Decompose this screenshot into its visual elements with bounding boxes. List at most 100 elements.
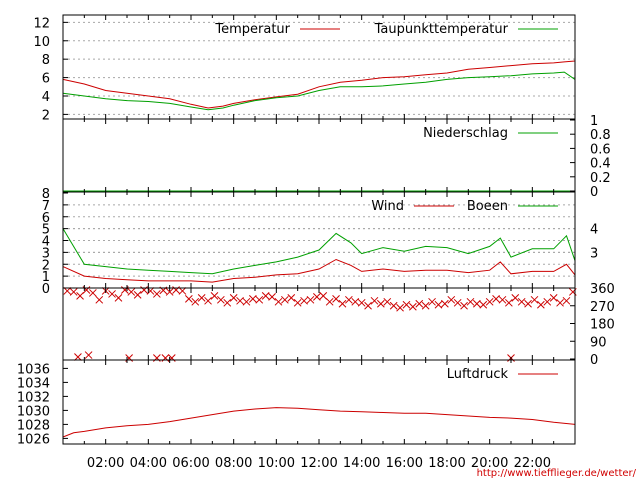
marker-x <box>370 296 379 305</box>
legend-label: Niederschlag <box>423 126 508 141</box>
scatter-point <box>89 289 97 297</box>
scatter-point <box>505 298 513 307</box>
scatter-point <box>178 287 187 295</box>
scatter-point <box>530 295 539 304</box>
marker-x <box>287 294 296 302</box>
x-tick-label: 02:00 <box>87 456 124 471</box>
marker-x <box>549 294 558 302</box>
marker-x <box>127 288 136 296</box>
scatter-point <box>261 292 270 300</box>
scatter-point <box>274 297 283 306</box>
marker-x <box>517 297 526 306</box>
marker-x <box>485 297 494 306</box>
scatter-point <box>377 299 385 308</box>
x-tick-label: 06:00 <box>172 456 209 471</box>
marker-x <box>255 295 264 304</box>
y-tick-label: 7 <box>42 199 50 214</box>
marker-x <box>562 296 571 305</box>
marker-x <box>223 298 232 307</box>
marker-x <box>466 297 475 306</box>
scatter-point <box>543 297 552 306</box>
marker-x <box>204 296 212 305</box>
y-tick-label: 3 <box>42 246 50 261</box>
marker-x <box>332 294 340 303</box>
scatter-point <box>556 298 564 307</box>
marker-x <box>434 300 443 309</box>
scatter-point <box>485 297 494 306</box>
marker-x <box>293 298 302 307</box>
marker-x <box>511 294 520 302</box>
legend-label: Luftdruck <box>447 367 509 382</box>
x-tick-label: 16:00 <box>386 456 423 471</box>
marker-x <box>178 287 187 295</box>
y-tick-label: 4 <box>42 235 50 250</box>
scatter-point <box>492 294 500 303</box>
marker-x <box>74 353 82 361</box>
scatter-point <box>69 288 78 296</box>
scatter-point <box>210 292 219 300</box>
scatter-point <box>415 299 424 308</box>
marker-x <box>185 294 193 303</box>
x-tick-label: 22:00 <box>514 456 551 471</box>
y-tick-label: 1 <box>590 114 598 129</box>
marker-x <box>453 298 462 307</box>
scatter-point <box>242 297 251 306</box>
marker-x <box>261 292 270 300</box>
series-line-wind <box>62 258 576 283</box>
x-tick-label: 04:00 <box>130 456 167 471</box>
scatter-point <box>74 353 82 361</box>
x-tick-label: 10:00 <box>258 456 295 471</box>
y-tick-label: 1028 <box>17 418 50 433</box>
y-tick-label: 0 <box>590 353 598 368</box>
marker-x <box>153 290 161 298</box>
marker-x <box>274 297 283 306</box>
scatter-point <box>402 300 411 309</box>
scatter-point <box>537 300 545 309</box>
y-tick-label: 6 <box>42 72 50 87</box>
marker-x <box>197 294 206 302</box>
y-tick-label: 0.2 <box>590 171 611 186</box>
scatter-point <box>460 301 468 310</box>
scatter-point <box>428 297 436 306</box>
marker-x <box>89 289 97 297</box>
scatter-point <box>383 297 392 306</box>
y-tick-label: 12 <box>33 16 50 31</box>
marker-x <box>108 290 116 298</box>
marker-x <box>357 298 366 307</box>
scatter-point <box>217 295 225 304</box>
marker-x <box>473 299 481 308</box>
scatter-point <box>114 294 123 302</box>
legend-label: Taupunkttemperatur <box>374 22 509 37</box>
y-tick-label: 360 <box>590 282 615 297</box>
scatter-point <box>389 301 398 310</box>
marker-x <box>210 292 219 300</box>
scatter-point <box>364 301 372 310</box>
scatter-point <box>511 294 520 302</box>
scatter-point <box>319 292 328 300</box>
marker-x <box>530 295 539 304</box>
scatter-point <box>108 290 116 298</box>
scatter-point <box>63 287 72 295</box>
marker-x <box>383 297 392 306</box>
y-tick-label: 5 <box>42 223 50 238</box>
marker-x <box>300 296 308 305</box>
marker-x <box>479 300 488 309</box>
marker-x <box>492 294 500 303</box>
marker-x <box>319 292 328 300</box>
scatter-point <box>479 300 488 309</box>
marker-x <box>69 288 78 296</box>
scatter-point <box>562 296 571 305</box>
scatter-point <box>229 294 238 302</box>
y-tick-label: 8 <box>42 187 50 202</box>
marker-x <box>421 301 430 310</box>
scatter-point <box>204 296 212 305</box>
legend-label: Boeen <box>467 199 508 214</box>
y-tick-label: 90 <box>590 335 607 350</box>
marker-x <box>402 300 411 309</box>
scatter-point <box>84 351 93 359</box>
legend-label: Temperatur <box>214 22 290 37</box>
marker-x <box>389 301 398 310</box>
y-tick-label: 0.4 <box>590 157 611 172</box>
series-line-luftdruck <box>62 407 576 438</box>
